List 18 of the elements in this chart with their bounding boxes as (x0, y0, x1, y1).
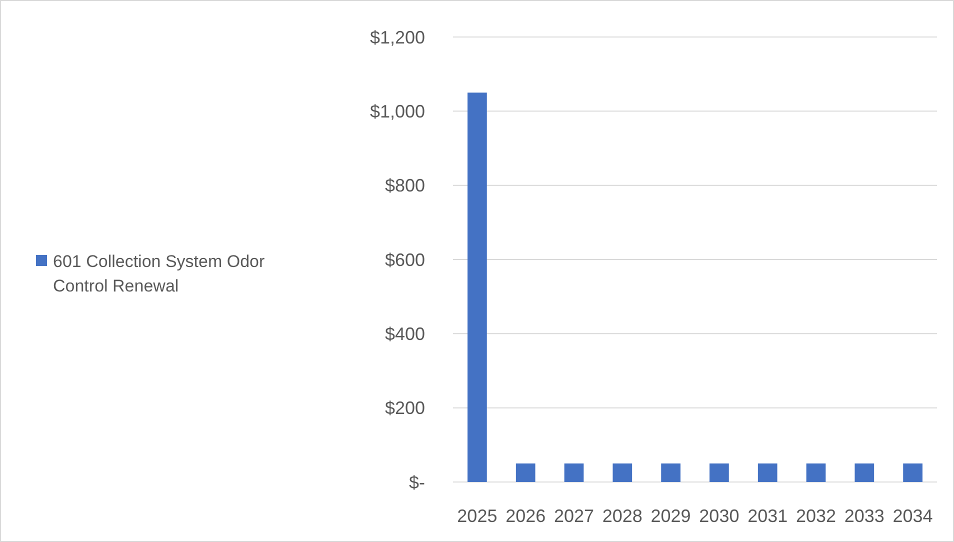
x-tick-label: 2029 (650, 506, 691, 526)
y-tick-label: $200 (384, 398, 425, 418)
x-tick-label: 2032 (796, 506, 836, 526)
x-tick-label: 2034 (892, 506, 933, 526)
x-tick-label: 2033 (844, 506, 884, 526)
y-tick-label: $600 (384, 250, 425, 270)
x-tick-label: 2028 (602, 506, 642, 526)
legend-label: 601 Collection System Odor Control Renewal (53, 252, 265, 296)
y-tick-label: $400 (384, 324, 425, 344)
x-tick-label: 2027 (554, 506, 594, 526)
y-tick-label: $1,200 (370, 27, 425, 48)
x-tick-label: 2026 (506, 506, 546, 526)
y-tick-label: $1,000 (370, 101, 425, 122)
x-tick-label: 2030 (699, 506, 740, 526)
y-tick-label: $- (408, 472, 425, 492)
y-tick-label: $800 (384, 176, 425, 196)
x-tick-label: 2031 (748, 506, 788, 526)
x-tick-label: 2025 (457, 506, 498, 526)
